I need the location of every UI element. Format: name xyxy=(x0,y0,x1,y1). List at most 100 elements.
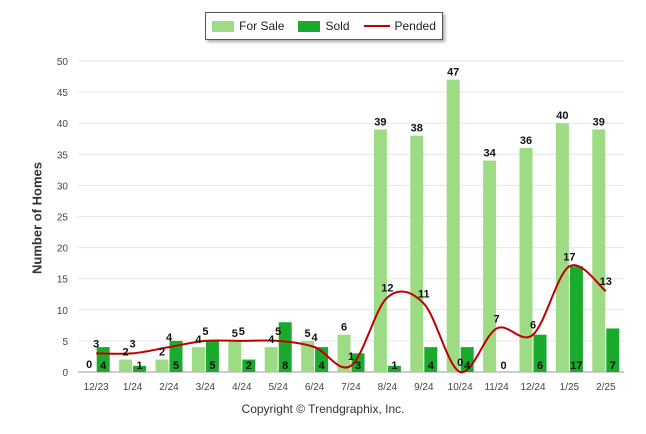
x-tick-label: 5/24 xyxy=(268,382,288,393)
bar-for-sale xyxy=(191,347,205,372)
bar-sold xyxy=(387,365,401,372)
bar-sold xyxy=(606,328,620,372)
x-tick-label: 12/24 xyxy=(520,382,545,393)
legend-swatch-pended xyxy=(363,25,390,27)
data-label-pended: 11 xyxy=(418,289,430,301)
bars xyxy=(96,79,620,372)
bar-for-sale xyxy=(228,340,242,372)
bar-for-sale xyxy=(483,160,497,372)
data-label-for-sale: 4 xyxy=(268,334,275,346)
data-label-for-sale: 2 xyxy=(159,347,165,359)
bar-sold xyxy=(133,365,147,372)
bar-for-sale xyxy=(555,123,569,372)
x-tick-label: 12/23 xyxy=(84,382,109,393)
bar-sold xyxy=(242,359,256,372)
legend-swatch-for-sale xyxy=(212,20,235,32)
data-label-pended: 3 xyxy=(93,338,99,350)
bar-for-sale xyxy=(519,148,533,372)
y-axis-title: Number of Homes xyxy=(29,162,45,274)
data-label-pended: 7 xyxy=(494,313,500,325)
x-tick-label: 1/24 xyxy=(123,382,143,393)
x-tick-label: 2/25 xyxy=(596,382,616,393)
data-label-for-sale: 39 xyxy=(593,116,605,128)
data-label-sold: 4 xyxy=(319,360,326,372)
data-label-sold: 5 xyxy=(209,360,215,372)
bar-for-sale xyxy=(155,359,169,372)
data-label-pended: 6 xyxy=(530,320,536,332)
data-label-sold: 4 xyxy=(100,360,107,372)
y-tick-label: 25 xyxy=(57,213,69,224)
x-tick-label: 9/24 xyxy=(414,382,434,393)
pended-line xyxy=(96,264,607,374)
bar-for-sale xyxy=(264,347,278,372)
data-label-pended: 5 xyxy=(239,326,245,338)
y-tick-label: 30 xyxy=(57,181,69,192)
bar-for-sale xyxy=(410,135,424,372)
x-tick-label: 7/24 xyxy=(341,382,361,393)
legend: For Sale Sold Pended xyxy=(205,12,443,40)
data-label-pended: 3 xyxy=(130,338,136,350)
copyright-footer: Copyright © Trendgraphix, Inc. xyxy=(241,402,405,416)
y-tick-label: 5 xyxy=(62,337,68,348)
x-tick-label: 11/24 xyxy=(484,382,509,393)
y-tick-label: 40 xyxy=(57,119,69,130)
bar-sold xyxy=(424,347,438,372)
y-tick-label: 45 xyxy=(57,88,69,99)
bar-for-sale xyxy=(119,359,133,372)
data-label-sold: 8 xyxy=(282,360,288,372)
data-label-sold: 6 xyxy=(537,360,543,372)
pended-line-path xyxy=(96,264,607,374)
bar-for-sale xyxy=(337,334,351,372)
data-label-sold: 1 xyxy=(391,360,397,372)
data-label-pended: 1 xyxy=(348,351,354,363)
data-label-pended: 17 xyxy=(563,251,575,263)
y-tick-label: 20 xyxy=(57,244,69,255)
y-tick-label: 50 xyxy=(57,57,69,68)
data-label-pended: 5 xyxy=(275,326,281,338)
y-axis-ticks: 0 5 10 15 20 25 30 35 40 45 50 xyxy=(57,57,69,379)
x-tick-label: 1/25 xyxy=(560,382,580,393)
data-label-sold: 1 xyxy=(137,360,143,372)
data-label-sold: 4 xyxy=(464,360,471,372)
data-label-for-sale: 4 xyxy=(195,334,202,346)
y-tick-label: 10 xyxy=(57,306,69,317)
data-label-sold: 3 xyxy=(355,360,361,372)
bar-sold xyxy=(169,340,183,372)
gridlines xyxy=(78,60,624,373)
bar-for-sale xyxy=(373,129,387,372)
data-label-for-sale: 6 xyxy=(341,322,347,334)
x-tick-label: 6/24 xyxy=(305,382,325,393)
data-label-pended: 4 xyxy=(312,332,319,344)
data-label-sold: 4 xyxy=(428,360,435,372)
bar-sold xyxy=(533,334,547,372)
y-tick-label: 15 xyxy=(57,275,69,286)
data-label-sold: 17 xyxy=(570,360,582,372)
legend-item-for-sale[interactable]: For Sale xyxy=(212,19,284,33)
data-label-for-sale: 34 xyxy=(483,148,496,160)
data-label-pended: 12 xyxy=(381,282,393,294)
data-label-sold: 7 xyxy=(610,360,616,372)
y-tick-label: 0 xyxy=(62,368,68,379)
bar-for-sale xyxy=(592,129,606,372)
data-label-pended: 4 xyxy=(166,332,173,344)
legend-item-sold[interactable]: Sold xyxy=(298,19,350,33)
legend-label-pended: Pended xyxy=(394,19,436,33)
data-label-pended: 0 xyxy=(457,357,463,369)
data-label-for-sale: 47 xyxy=(447,67,459,79)
data-label-for-sale: 2 xyxy=(123,347,129,359)
bar-sold xyxy=(205,340,219,372)
data-label-for-sale: 38 xyxy=(411,123,423,135)
x-tick-label: 10/24 xyxy=(448,382,473,393)
data-label-for-sale: 0 xyxy=(86,359,92,371)
legend-item-pended[interactable]: Pended xyxy=(363,19,436,33)
x-axis-ticks: 12/23 1/24 2/24 3/24 4/24 5/24 6/24 7/24 8/24 9/2… xyxy=(84,382,616,393)
data-label-sold: 2 xyxy=(246,360,252,372)
bar-sold xyxy=(569,266,583,372)
data-label-for-sale: 5 xyxy=(305,328,311,340)
x-tick-label: 2/24 xyxy=(159,382,179,393)
x-tick-label: 8/24 xyxy=(378,382,398,393)
data-label-pended: 5 xyxy=(202,326,208,338)
bar-for-sale xyxy=(446,79,460,372)
